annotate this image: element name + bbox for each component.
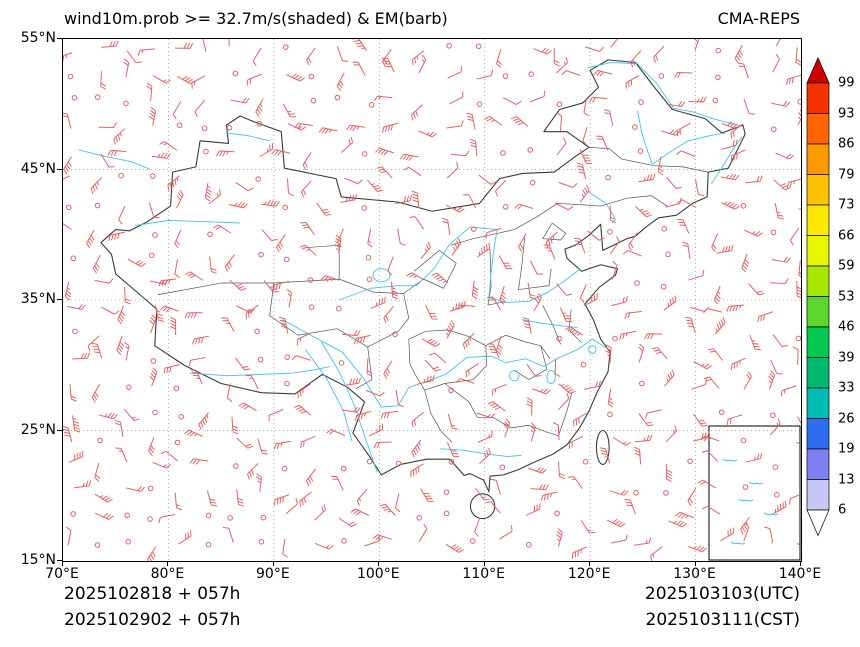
- taihu-lake: [589, 346, 596, 354]
- x-tick-label: 90°E: [256, 566, 290, 582]
- china-map: [63, 39, 801, 561]
- dongting-lake: [509, 370, 518, 380]
- x-tick-mark: [167, 561, 169, 566]
- colorbar-tick-label: 93: [838, 106, 855, 121]
- x-tick-mark: [483, 561, 485, 566]
- y-tick-mark: [57, 429, 62, 431]
- valid-time-cst: 2025103111(CST): [645, 610, 800, 630]
- y-tick-label: 35°N: [20, 291, 56, 307]
- x-tick-label: 80°E: [150, 566, 185, 582]
- taiwan-island: [596, 431, 609, 465]
- colorbar-tick-label: 19: [838, 441, 855, 457]
- init-time-utc: 2025102818 + 057h: [64, 584, 241, 604]
- x-tick-mark: [378, 561, 380, 566]
- init-time-cst: 2025102902 + 057h: [64, 610, 241, 630]
- qinghai-lake: [373, 269, 390, 282]
- x-tick-label: 110°E: [462, 566, 505, 582]
- colorbar-tick-label: 79: [838, 167, 855, 182]
- y-tick-mark: [57, 168, 62, 170]
- colorbar-tick-label: 73: [838, 197, 855, 213]
- wind-barbs-layer: [63, 39, 801, 561]
- y-tick-label: 45°N: [20, 160, 56, 177]
- colorbar-tick-label: 86: [838, 136, 855, 152]
- y-tick-label: 25°N: [20, 421, 56, 438]
- x-tick-mark: [62, 561, 63, 566]
- x-tick-mark: [800, 561, 801, 566]
- valid-time-utc: 2025103103(UTC): [644, 584, 800, 604]
- x-tick-label: 100°E: [356, 566, 400, 582]
- y-tick-mark: [57, 299, 62, 300]
- x-tick-mark: [694, 561, 696, 566]
- poyang-lake: [547, 370, 555, 383]
- x-tick-label: 130°E: [673, 566, 716, 582]
- country-outline: [101, 60, 745, 519]
- colorbar-tick-label: 26: [838, 411, 855, 426]
- model-label: CMA-REPS: [717, 9, 800, 28]
- x-tick-label: 140°E: [778, 566, 822, 582]
- x-tick-mark: [272, 561, 274, 566]
- colorbar-tick-label: 59: [838, 258, 855, 274]
- colorbar-tick-label: 33: [838, 380, 855, 396]
- y-tick-mark: [57, 38, 62, 39]
- colorbar-tick-label: 13: [838, 472, 855, 487]
- y-tick-label: 55°N: [20, 30, 56, 46]
- colorbar-tick-label: 53: [838, 289, 855, 304]
- south-china-sea-inset: [708, 425, 801, 561]
- x-tick-mark: [589, 561, 591, 566]
- x-tick-label: 120°E: [567, 566, 611, 582]
- map-plot-area: No: GS (2019) 1786: [62, 38, 802, 562]
- y-tick-mark: [57, 560, 62, 561]
- colorbar-tick-label: 6: [838, 502, 847, 518]
- colorbar-tick-label: 99: [838, 75, 855, 91]
- x-tick-label: 70°E: [45, 566, 79, 582]
- colorbar-tick-label: 39: [838, 350, 855, 365]
- colorbar: [806, 57, 830, 537]
- rivers: [79, 62, 742, 472]
- y-tick-label: 15°N: [20, 552, 56, 568]
- colorbar-tick-label: 66: [838, 228, 855, 243]
- province-boundaries: [158, 147, 708, 442]
- chart-title: wind10m.prob >= 32.7m/s(shaded) & EM(bar…: [64, 9, 448, 28]
- colorbar-tick-label: 46: [838, 319, 855, 335]
